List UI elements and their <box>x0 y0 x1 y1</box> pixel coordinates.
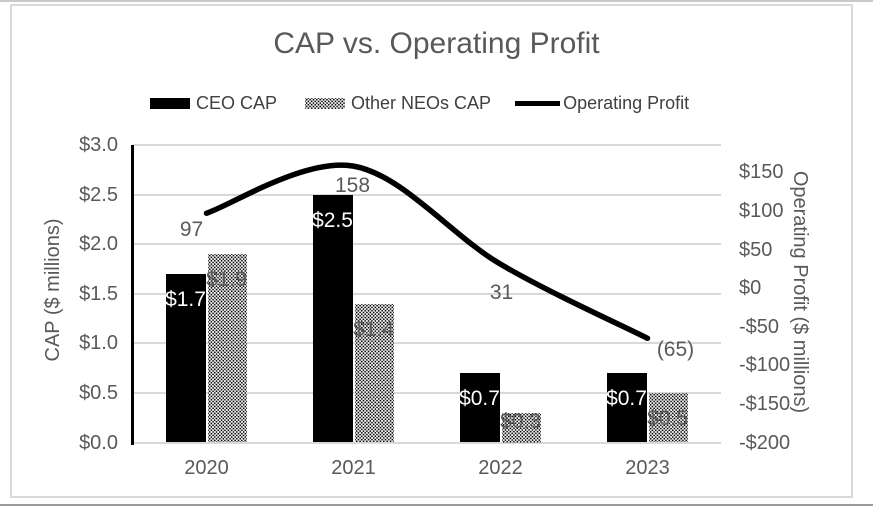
legend-item-ceo-cap[interactable]: CEO CAP <box>150 93 277 114</box>
dotted-bar-swatch-icon <box>305 97 346 109</box>
right-axis-tick: $100 <box>739 199 784 222</box>
bar-ceo-cap-2020[interactable] <box>165 273 206 443</box>
chart-canvas[interactable] <box>10 4 853 498</box>
line-data-label: 31 <box>489 281 514 305</box>
right-axis-tick: $0 <box>739 277 762 300</box>
line-data-label: (65) <box>656 338 695 362</box>
right-axis-tick: $50 <box>739 238 773 261</box>
bar-data-label: $0.7 <box>606 387 647 411</box>
bar-data-label: $0.5 <box>647 406 688 430</box>
gridline <box>133 391 721 394</box>
gridline <box>133 342 721 345</box>
right-axis-tick: -$50 <box>739 315 780 338</box>
left-axis-line <box>131 145 134 445</box>
right-axis-tick: -$200 <box>739 431 791 454</box>
chart-title: CAP vs. Operating Profit <box>273 27 600 60</box>
line-swatch-icon <box>515 100 561 106</box>
bar-other-neos-cap-2023[interactable] <box>648 392 688 443</box>
bar-data-label: $1.7 <box>165 287 206 311</box>
bar-other-neos-cap-2022[interactable] <box>501 412 541 443</box>
solid-bar-swatch-icon <box>150 97 190 109</box>
left-axis-tick: $3.0 <box>79 134 118 156</box>
window-edge-bottom <box>0 504 873 506</box>
bar-data-label: $1.9 <box>206 268 247 292</box>
left-axis-tick: $1.0 <box>79 332 118 355</box>
x-axis-tick: 2021 <box>331 457 376 479</box>
bar-data-label: $0.3 <box>500 409 541 433</box>
line-data-label: 158 <box>334 174 371 198</box>
gridline <box>133 243 721 246</box>
left-axis-tick: $2.5 <box>79 183 118 206</box>
legend-label: Operating Profit <box>563 92 690 113</box>
legend-item-other-neos-cap[interactable]: Other NEOs CAP <box>305 93 491 114</box>
legend-label: Other NEOs CAP <box>351 92 492 113</box>
right-axis-tick: -$100 <box>739 354 791 377</box>
gridline <box>133 144 721 146</box>
bar-ceo-cap-2023[interactable] <box>606 373 647 443</box>
x-axis-tick: 2023 <box>625 457 670 479</box>
right-axis-tick: -$150 <box>739 392 791 415</box>
gridline <box>133 441 721 444</box>
x-axis-tick: 2022 <box>478 457 523 479</box>
right-axis-tick: $150 <box>739 161 784 184</box>
left-axis-tick: $0.5 <box>79 381 118 404</box>
legend: CEO CAP Other NEOs CAP Operating Profit <box>150 90 689 116</box>
line-data-label: 97 <box>179 218 204 242</box>
gridline <box>133 193 721 196</box>
bar-data-label: $2.5 <box>312 208 353 232</box>
bar-data-label: $1.4 <box>353 317 394 341</box>
legend-item-operating-profit[interactable]: Operating Profit <box>515 93 689 114</box>
window-edge-top <box>0 0 873 2</box>
left-axis-tick: $1.5 <box>79 282 118 305</box>
left-axis-tick: $0.0 <box>79 431 118 454</box>
bar-data-label: $0.7 <box>459 387 500 411</box>
bar-ceo-cap-2022[interactable] <box>459 373 500 443</box>
legend-label: CEO CAP <box>196 92 278 113</box>
left-axis-tick: $2.0 <box>79 233 118 256</box>
x-axis-tick: 2020 <box>184 457 229 479</box>
